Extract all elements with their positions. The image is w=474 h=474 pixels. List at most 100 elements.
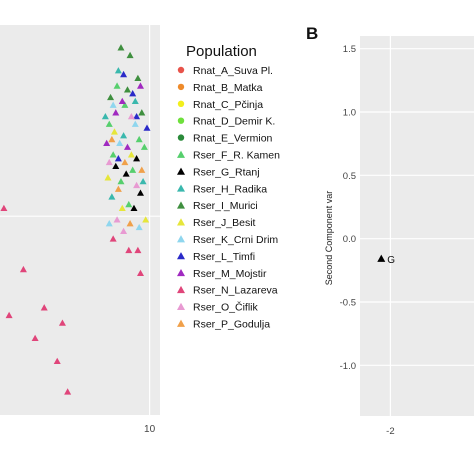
data-point [108, 193, 116, 200]
panel-b-y-tick-label: 1.5 [343, 44, 356, 55]
panel-b-label: B [306, 24, 318, 43]
data-point [140, 143, 148, 150]
data-point [107, 93, 115, 101]
legend-label: Rser_G_Rtanj [193, 166, 260, 178]
data-point [114, 185, 122, 192]
legend-label: Rser_O_Čiflik [193, 301, 259, 314]
legend-label: Rser_L_Timfi [193, 251, 255, 263]
legend-label: Rnat_B_Matka [193, 82, 263, 94]
data-point [133, 112, 141, 120]
data-point [40, 304, 48, 311]
legend-key [177, 285, 185, 294]
legend-key [177, 117, 185, 124]
data-point [31, 334, 39, 342]
legend-key [177, 100, 185, 108]
data-point [64, 388, 72, 395]
data-point [143, 124, 151, 131]
data-point [118, 97, 126, 104]
panel-b-x-tick-label: -2 [386, 426, 394, 437]
data-point [103, 139, 111, 147]
panel-b-y-ticks: 1.5 1.0 0.5 0.0 -0.5 -1.0 [340, 44, 356, 372]
legend-label: Rser_F_R. Kamen [193, 150, 280, 162]
data-point [112, 109, 120, 116]
data-point [136, 82, 144, 89]
data-point [109, 101, 117, 108]
data-point [123, 143, 131, 150]
point-label: G [387, 255, 395, 266]
panel-a-gridlines [0, 25, 160, 415]
data-point [120, 227, 128, 234]
data-point [126, 220, 134, 227]
legend-label: Rser_K_Crni Drim [193, 234, 278, 246]
panel-b-gridlines [360, 36, 474, 416]
data-point [58, 319, 66, 326]
data-point [136, 269, 144, 277]
data-point [109, 151, 117, 158]
data-point [113, 82, 121, 89]
data-point [125, 200, 133, 208]
data-point [138, 166, 146, 173]
data-point [0, 204, 8, 212]
data-point [120, 70, 128, 78]
panel-b-x-ticks: -2 [386, 426, 394, 437]
data-point [110, 128, 118, 135]
data-point [377, 254, 386, 262]
legend-key [177, 235, 185, 243]
panel-b-y-tick-label: -0.5 [340, 298, 356, 309]
data-point [127, 112, 135, 120]
legend-key [177, 150, 185, 158]
data-point [126, 51, 134, 59]
panel-b-y-tick-label: 0.5 [343, 171, 356, 182]
data-point [138, 109, 146, 116]
panel-a-x-tick-label: 10 [144, 424, 156, 435]
legend-key [177, 83, 185, 91]
data-point [109, 235, 117, 242]
legend-key [177, 252, 185, 260]
legend-title: Population [186, 43, 257, 60]
data-point [127, 151, 135, 158]
panel-b-y-tick-label: -1.0 [340, 361, 356, 372]
legend-key [177, 302, 185, 310]
legend-label: Rser_J_Besit [193, 217, 256, 229]
panel-a-plot: 10 [0, 25, 160, 435]
data-point [53, 357, 61, 364]
panel-b-y-tick-label: 0.0 [343, 234, 356, 245]
data-point [118, 204, 126, 212]
panel-a-background [0, 25, 160, 415]
legend: Population Rnat_A_Suva Pl.Rnat_B_MatkaRn… [177, 43, 280, 331]
data-point [135, 135, 143, 143]
legend-items: Rnat_A_Suva Pl. Rnat_B_Matka Rnat_C_Pčinja… [177, 65, 280, 331]
data-point [129, 166, 137, 173]
data-point [142, 216, 150, 223]
data-point [104, 174, 112, 181]
legend-label: Rnat_A_Suva Pl. [193, 65, 273, 77]
legend-key [177, 319, 185, 327]
data-point [19, 265, 27, 273]
panel-b-background [360, 36, 474, 416]
data-point [101, 112, 109, 120]
legend-key [177, 218, 185, 226]
legend-label: Rser_H_Radika [193, 183, 267, 195]
data-point [105, 120, 113, 127]
data-point [125, 246, 133, 254]
data-point [105, 220, 113, 227]
data-point [112, 162, 120, 169]
legend-key [177, 134, 185, 141]
data-point [121, 101, 129, 108]
data-point [133, 181, 141, 189]
data-point [139, 177, 147, 185]
legend-key [177, 167, 185, 175]
data-point [134, 74, 142, 82]
data-point [117, 177, 125, 185]
data-point [114, 155, 122, 162]
legend-label: Rser_N_Lazareva [193, 285, 278, 297]
data-point [131, 120, 139, 127]
data-point [122, 170, 130, 177]
data-point [108, 135, 116, 143]
data-point [120, 132, 128, 139]
legend-key [177, 201, 185, 209]
data-point [133, 155, 141, 162]
data-point [5, 311, 13, 319]
legend-key [177, 268, 185, 277]
